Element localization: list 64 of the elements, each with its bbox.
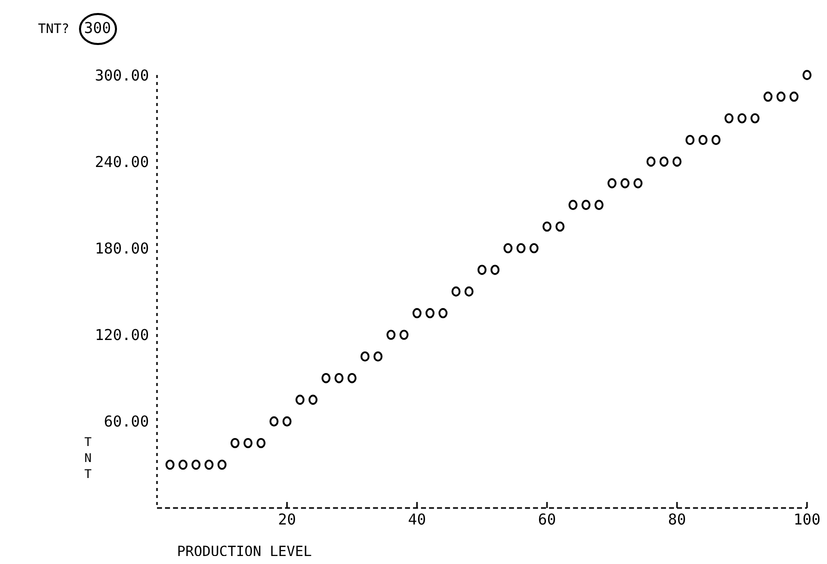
point [282, 416, 292, 426]
point [764, 92, 772, 102]
point [270, 416, 278, 426]
point [322, 373, 330, 384]
text: 300 [84, 19, 112, 37]
y-tick-label: 180.00 [94, 240, 149, 258]
point [256, 438, 266, 448]
point [542, 221, 552, 232]
point [308, 394, 318, 405]
point [556, 221, 564, 232]
point [360, 351, 370, 362]
y-tick-label: 120.00 [94, 326, 149, 344]
x-tick-label: 40 [408, 510, 426, 529]
y-tick-label: 240.00 [94, 152, 149, 171]
point [776, 92, 786, 102]
point [178, 460, 188, 470]
point [516, 243, 526, 254]
text: TNT? [38, 22, 70, 37]
point [244, 438, 252, 448]
point [504, 243, 512, 254]
x-tick-label: 80 [668, 510, 686, 529]
point [738, 113, 746, 124]
point [386, 330, 396, 340]
point [594, 200, 604, 210]
point [672, 156, 682, 167]
y-tick-label: 300.00 [94, 66, 149, 84]
point [750, 113, 760, 124]
point [634, 178, 642, 188]
x-tick-label: 60 [538, 510, 556, 529]
point [724, 113, 734, 124]
point [438, 308, 448, 318]
point [348, 373, 356, 384]
point [620, 178, 630, 188]
point [608, 178, 616, 188]
point [464, 286, 474, 297]
point [374, 351, 382, 362]
point [218, 460, 226, 470]
y-tick-label: 60.00 [104, 412, 149, 431]
y-axis-title: TNT [84, 435, 92, 481]
point [192, 460, 200, 470]
point [646, 156, 656, 167]
point [530, 243, 538, 254]
point [412, 308, 422, 318]
point [686, 134, 694, 146]
point [568, 200, 578, 210]
point [166, 460, 174, 470]
point [790, 92, 798, 102]
point [698, 134, 708, 146]
point [490, 264, 500, 275]
point [582, 200, 590, 210]
x-tick-label: 20 [278, 510, 296, 529]
point [204, 460, 214, 470]
point [230, 438, 240, 448]
point [296, 394, 304, 405]
point [400, 330, 408, 340]
point [712, 134, 720, 146]
point [426, 308, 434, 318]
point [660, 156, 668, 167]
point [802, 70, 812, 80]
point [334, 373, 344, 384]
x-axis-title: PRODUCTION LEVEL [177, 544, 312, 560]
point [452, 286, 460, 297]
x-tick-label: 100 [793, 510, 821, 529]
point [478, 264, 486, 275]
